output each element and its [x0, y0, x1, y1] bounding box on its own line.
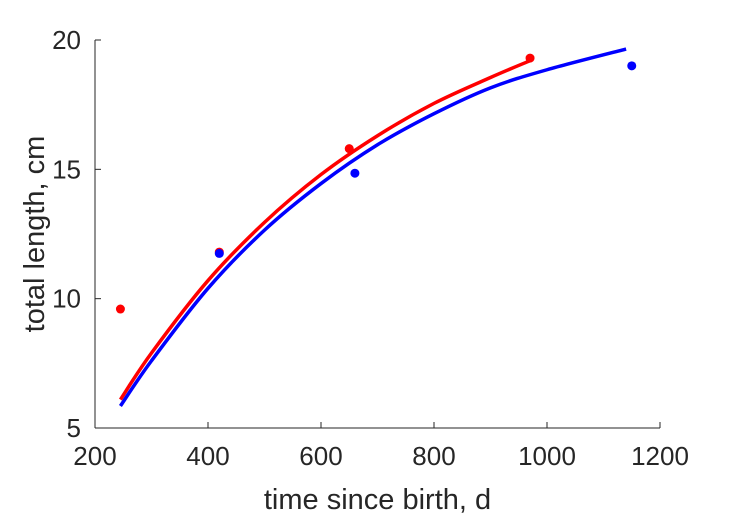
x-tick-label: 800	[412, 441, 455, 471]
series-2	[118, 47, 637, 408]
y-tick-label: 5	[67, 413, 81, 443]
x-tick-label: 400	[186, 441, 229, 471]
x-axis-title: time since birth, d	[264, 484, 491, 516]
series-1-fit-line	[118, 59, 531, 401]
y-tick-label: 10	[52, 284, 81, 314]
series-2-data-point	[350, 168, 360, 178]
x-tick-label: 1000	[518, 441, 576, 471]
axes	[94, 40, 660, 429]
series-1	[115, 53, 535, 401]
y-tick-label: 20	[52, 25, 81, 55]
series-2-data-point	[214, 248, 224, 258]
series-1-data-point	[525, 53, 535, 63]
series-2-fit-line	[118, 47, 627, 408]
plot-area	[115, 47, 637, 408]
series-2-data-point	[627, 61, 637, 71]
series-1-data-point	[344, 144, 354, 154]
y-axis-title: total length, cm	[19, 136, 51, 333]
x-ticks: 200 400 600 800 1000 1200	[73, 422, 689, 471]
x-tick-label: 1200	[631, 441, 689, 471]
y-ticks: 5 10 15 20	[52, 25, 101, 443]
x-tick-label: 200	[73, 441, 116, 471]
y-tick-label: 15	[52, 154, 81, 184]
x-tick-label: 600	[299, 441, 342, 471]
series-1-data-point	[115, 304, 125, 314]
